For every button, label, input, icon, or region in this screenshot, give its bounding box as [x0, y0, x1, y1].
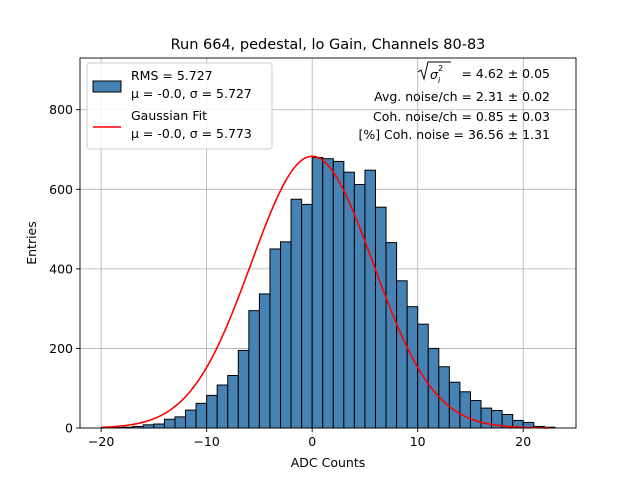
histogram-bar [259, 294, 270, 428]
x-tick-label: 10 [410, 434, 426, 449]
histogram-bar [270, 249, 281, 428]
histogram-bar [291, 199, 302, 428]
histogram-bar [207, 395, 218, 428]
legend-fit-stats: μ = -0.0, σ = 5.773 [131, 126, 252, 141]
histogram-bar [312, 157, 323, 428]
histogram-bar [164, 419, 175, 428]
histogram-bar [470, 401, 481, 428]
histogram-bar [323, 159, 334, 428]
histogram-bar [407, 307, 418, 428]
coh-noise-annotation: Coh. noise/ch = 0.85 ± 0.03 [373, 109, 550, 124]
y-tick-label: 200 [49, 341, 73, 356]
histogram-bar [365, 170, 376, 428]
sigma-total-value: = 4.62 ± 0.05 [461, 66, 550, 81]
legend-histogram-stats: μ = -0.0, σ = 5.727 [131, 86, 252, 101]
histogram-bar [428, 348, 439, 428]
histogram-bar [238, 350, 249, 428]
histogram-bar [217, 385, 228, 428]
histogram-bar [302, 204, 313, 428]
y-tick-label: 400 [49, 261, 73, 276]
x-tick-label: 20 [515, 434, 531, 449]
legend-histogram-swatch [93, 81, 121, 92]
x-tick-label: −20 [88, 434, 114, 449]
histogram-bar [333, 161, 344, 428]
histogram-bar [196, 403, 207, 428]
histogram-bar [460, 392, 471, 428]
pct-coh-noise-annotation: [%] Coh. noise = 36.56 ± 1.31 [358, 127, 550, 142]
legend-histogram-rms: RMS = 5.727 [131, 68, 213, 83]
x-tick-label: −10 [193, 434, 219, 449]
histogram-bar [449, 382, 460, 428]
y-tick-label: 0 [65, 421, 73, 436]
histogram-bar [386, 243, 397, 428]
x-tick-label: 0 [308, 434, 316, 449]
y-tick-label: 800 [49, 102, 73, 117]
histogram-bar [228, 375, 239, 428]
sigma-superscript: 2 [438, 64, 443, 73]
chart-title: Run 664, pedestal, lo Gain, Channels 80-… [171, 37, 486, 53]
histogram-bar [397, 281, 408, 428]
histogram-bar [249, 311, 260, 428]
y-tick-label: 600 [49, 182, 73, 197]
histogram-bar [175, 417, 186, 428]
histogram-bar [154, 424, 165, 428]
legend: RMS = 5.727 μ = -0.0, σ = 5.727 Gaussian… [87, 63, 272, 149]
histogram-bar [281, 242, 292, 428]
histogram-bar [186, 410, 197, 428]
histogram-bar [481, 408, 492, 428]
legend-fit-title: Gaussian Fit [131, 108, 207, 123]
histogram-bar [143, 425, 154, 428]
y-axis-label: Entries [24, 221, 39, 265]
avg-noise-annotation: Avg. noise/ch = 2.31 ± 0.02 [374, 89, 550, 104]
histogram-bar [375, 207, 386, 428]
histogram-bar [354, 185, 365, 428]
x-axis-label: ADC Counts [291, 455, 366, 470]
